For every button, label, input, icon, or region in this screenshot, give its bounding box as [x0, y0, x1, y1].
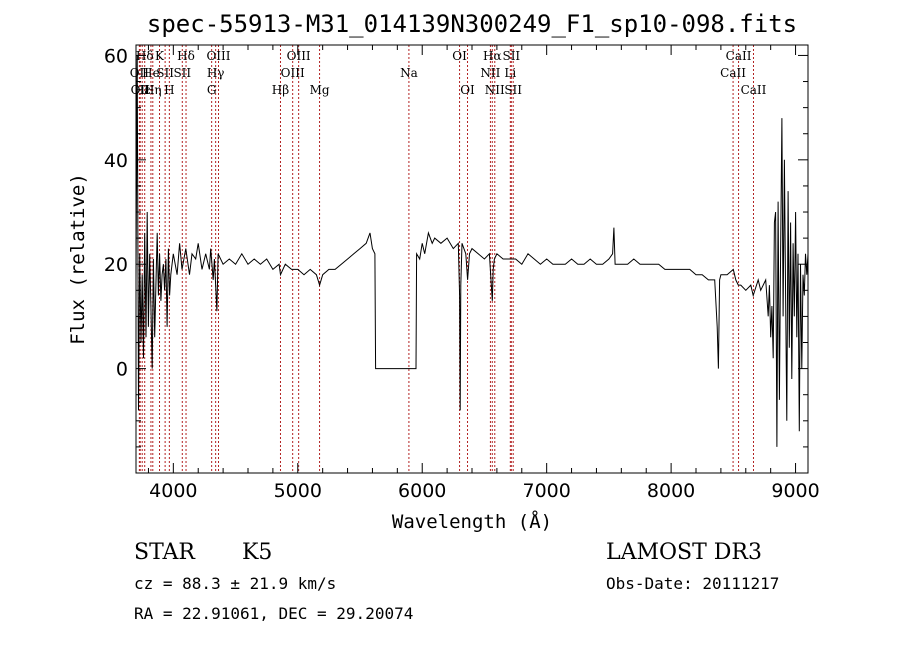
y-axis-label: Flux (relative): [67, 173, 89, 345]
x-tick-label: 5000: [274, 480, 322, 502]
x-tick-label: 6000: [398, 480, 446, 502]
y-axis-ticks: 0 20 40 60: [104, 45, 808, 474]
obs-date: Obs-Date: 20111217: [606, 574, 779, 593]
line-marker-label: OIII: [287, 49, 311, 63]
line-marker-label: OI: [460, 83, 475, 97]
line-marker-label: G: [207, 83, 217, 97]
line-marker-label: NII: [480, 66, 500, 80]
line-marker-label: Hε: [134, 83, 151, 97]
line-marker-label: OIII: [281, 66, 305, 80]
line-marker-label: He: [142, 66, 160, 80]
x-axis-ticks: 4000 5000 6000 7000 8000 9000: [147, 45, 820, 502]
x-tick-label: 7000: [522, 480, 570, 502]
y-tick-label: 40: [104, 150, 128, 172]
y-tick-label: 20: [104, 254, 128, 276]
survey-name: LAMOST DR3: [606, 540, 762, 565]
line-marker-label: Mg: [310, 83, 330, 97]
line-marker-label: OI: [452, 49, 467, 63]
chart-title: spec-55913-M31_014139N300249_F1_sp10-098…: [147, 10, 797, 38]
plot-frame: [135, 44, 809, 474]
line-marker-label: CaII: [741, 83, 767, 97]
line-marker-label: OII: [131, 83, 151, 97]
x-axis-label: Wavelength (Å): [392, 510, 552, 533]
line-marker-label: OII: [130, 66, 150, 80]
x-tick-label: 9000: [771, 480, 819, 502]
line-marker-label: SII: [502, 49, 520, 63]
line-marker-label: SII: [156, 66, 174, 80]
y-tick-label: 0: [116, 359, 128, 381]
line-marker-labels: OIIOIIHεHδHeHηKSIIHHδSIIGHγOIIIHβOIIIOII…: [130, 49, 767, 97]
line-marker-label: CaII: [720, 66, 746, 80]
line-marker-label: OIII: [206, 49, 230, 63]
line-marker-label: Hγ: [207, 66, 225, 80]
line-marker-label: Hδ: [177, 49, 195, 63]
spectrum-series-line: [135, 55, 809, 447]
y-tick-label: 60: [104, 45, 128, 67]
redshift-cz: cz = 88.3 ± 21.9 km/s: [134, 574, 336, 593]
line-marker-label: CaII: [726, 49, 752, 63]
line-markers: [138, 45, 754, 473]
line-marker-label: Hδ: [136, 49, 154, 63]
line-marker-label: H: [164, 83, 174, 97]
line-marker-label: Hα: [483, 49, 502, 63]
line-marker-label: Na: [400, 66, 418, 80]
line-marker-label: NII: [485, 83, 505, 97]
line-marker-label: Li: [504, 66, 516, 80]
ra-dec: RA = 22.91061, DEC = 29.20074: [134, 604, 413, 623]
object-subclass: K5: [242, 540, 272, 565]
x-tick-label: 4000: [149, 480, 197, 502]
line-marker-label: SII: [173, 66, 191, 80]
x-tick-label: 8000: [647, 480, 695, 502]
object-class: STAR: [134, 540, 196, 565]
line-marker-label: K: [155, 49, 165, 63]
line-marker-label: Hη: [144, 83, 162, 97]
line-marker-label: SII: [504, 83, 522, 97]
line-marker-label: Hβ: [272, 83, 289, 97]
